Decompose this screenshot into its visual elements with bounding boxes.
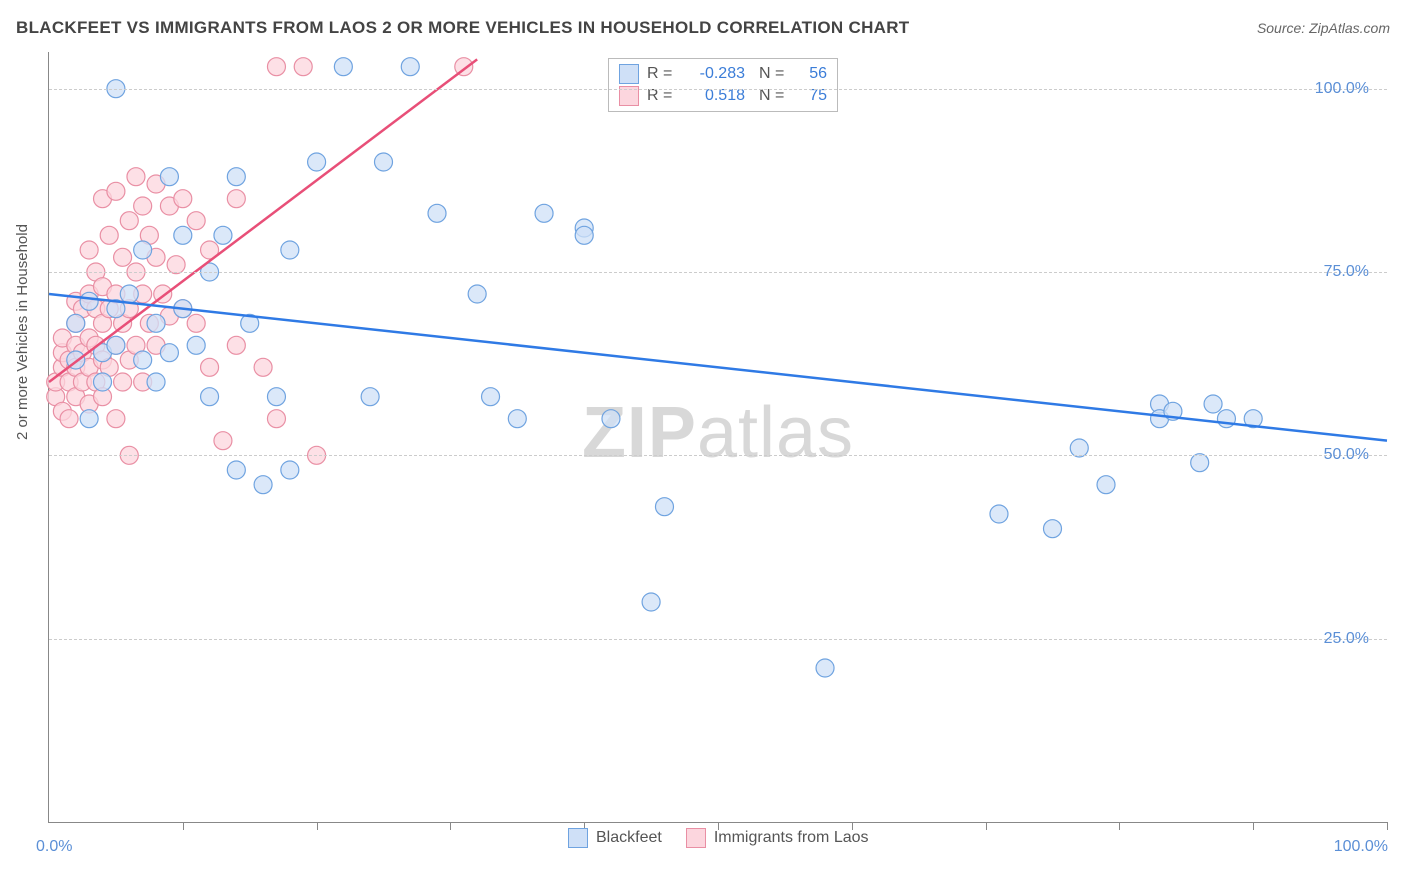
r-label: R = bbox=[647, 87, 677, 105]
n-value-blackfeet: 56 bbox=[797, 65, 827, 83]
plot-area: ZIPatlas R = -0.283 N = 56 R = 0.518 N =… bbox=[48, 52, 1387, 823]
r-value-blackfeet: -0.283 bbox=[685, 65, 745, 83]
legend-item-laos: Immigrants from Laos bbox=[686, 828, 869, 848]
r-label: R = bbox=[647, 65, 677, 83]
legend-label-laos: Immigrants from Laos bbox=[714, 829, 869, 847]
swatch-blackfeet bbox=[568, 828, 588, 848]
n-label: N = bbox=[759, 87, 789, 105]
y-tick-label: 75.0% bbox=[1324, 263, 1369, 281]
series-legend: Blackfeet Immigrants from Laos bbox=[568, 828, 869, 848]
y-tick-label: 25.0% bbox=[1324, 630, 1369, 648]
x-axis-max-label: 100.0% bbox=[1334, 838, 1388, 856]
legend-label-blackfeet: Blackfeet bbox=[596, 829, 662, 847]
y-tick-label: 100.0% bbox=[1315, 80, 1369, 98]
chart-title: BLACKFEET VS IMMIGRANTS FROM LAOS 2 OR M… bbox=[16, 18, 910, 38]
r-value-laos: 0.518 bbox=[685, 87, 745, 105]
n-label: N = bbox=[759, 65, 789, 83]
swatch-laos bbox=[686, 828, 706, 848]
correlation-legend: R = -0.283 N = 56 R = 0.518 N = 75 bbox=[608, 58, 838, 112]
swatch-blackfeet bbox=[619, 64, 639, 84]
chart-svg bbox=[49, 52, 1387, 822]
legend-item-blackfeet: Blackfeet bbox=[568, 828, 662, 848]
y-tick-label: 50.0% bbox=[1324, 446, 1369, 464]
y-axis-label: 2 or more Vehicles in Household bbox=[14, 224, 31, 440]
x-axis-min-label: 0.0% bbox=[36, 838, 72, 856]
source-attribution: Source: ZipAtlas.com bbox=[1257, 20, 1390, 36]
n-value-laos: 75 bbox=[797, 87, 827, 105]
legend-row-blackfeet: R = -0.283 N = 56 bbox=[619, 63, 827, 85]
